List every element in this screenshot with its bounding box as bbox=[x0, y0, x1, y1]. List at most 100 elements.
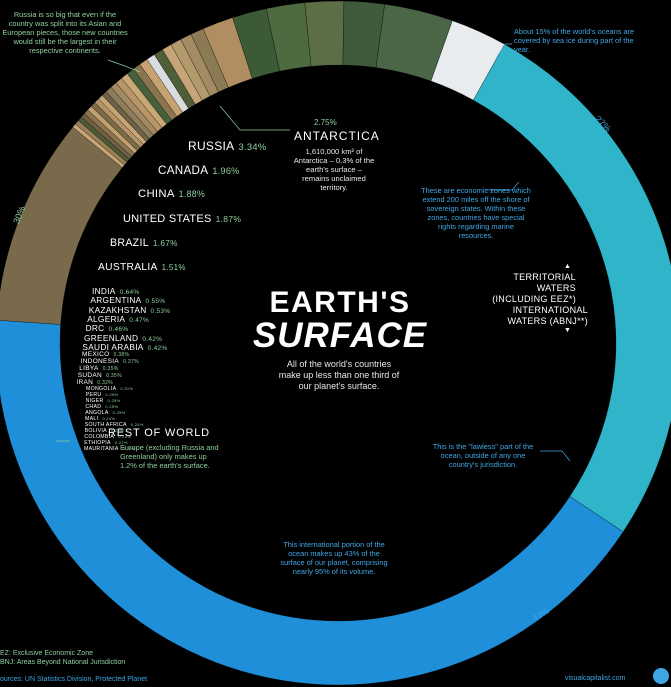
country-name: AUSTRALIA bbox=[98, 261, 158, 273]
country-label: AUSTRALIA 1.51% bbox=[98, 262, 186, 273]
country-pct: 0.38% bbox=[113, 352, 130, 359]
brand-link[interactable]: visualcapitalist.com bbox=[565, 675, 626, 682]
country-label: INDIA 0.64% bbox=[92, 286, 139, 296]
country-pct: 0.35% bbox=[106, 373, 122, 380]
antarctica-pct: 2.75% bbox=[314, 118, 337, 127]
country-label: CANADA 1.96% bbox=[158, 164, 240, 177]
country-label: UNITED STATES 1.87% bbox=[123, 213, 241, 225]
country-name: SOUTH AFRICA bbox=[84, 422, 127, 429]
chart-title: EARTH'S bbox=[269, 286, 411, 319]
footnote-sources: ources: UN Statistics Division, Protecte… bbox=[0, 676, 148, 683]
country-name: UNITED STATES bbox=[123, 212, 212, 225]
antarctica-note: 1,610,000 km² of Antarctica – 0.3% of th… bbox=[293, 147, 375, 192]
brand-logo-icon bbox=[653, 668, 669, 684]
country-pct: 0.22% bbox=[118, 434, 132, 440]
rest-note: Europe (excluding Russia and Greenland) … bbox=[120, 443, 219, 470]
country-pct: 0.35% bbox=[102, 366, 119, 373]
country-name: SUDAN bbox=[77, 372, 103, 380]
country-label: RUSSIA 3.34% bbox=[188, 139, 266, 153]
country-name: INDIA bbox=[92, 286, 116, 296]
country-name: CHINA bbox=[138, 188, 175, 200]
country-name: CANADA bbox=[158, 163, 209, 177]
country-name: IRAN bbox=[76, 379, 94, 387]
country-name: MONGOLIA bbox=[86, 386, 117, 393]
antarctica-label: ANTARCTICA bbox=[294, 129, 380, 143]
country-label: IRAN 0.32% bbox=[76, 379, 113, 386]
country-label: SAUDI ARABIA 0.42% bbox=[82, 342, 167, 352]
country-pct: 0.25% bbox=[105, 404, 119, 410]
slice-international-waters-abnj bbox=[0, 320, 624, 686]
country-label: GREENLAND 0.42% bbox=[84, 333, 162, 343]
country-name: MEXICO bbox=[82, 351, 110, 359]
country-name: CHAD bbox=[85, 404, 102, 411]
international-label: INTERNATIONAL WATERS (ABNJ**) bbox=[507, 305, 588, 326]
country-pct: 0.37% bbox=[123, 359, 139, 366]
country-pct: 0.25% bbox=[112, 410, 126, 416]
country-label: BOLIVIA 0.22% bbox=[85, 428, 124, 434]
country-label: NIGER 0.25% bbox=[86, 398, 121, 404]
eez-note: These are economic zones which extend 20… bbox=[421, 186, 531, 240]
country-pct: 0.22% bbox=[110, 428, 124, 434]
country-name: GREENLAND bbox=[84, 332, 139, 343]
intl-note: This international portion of the ocean … bbox=[280, 540, 388, 576]
leader-lawless bbox=[540, 450, 571, 462]
country-pct: 0.25% bbox=[105, 392, 119, 398]
country-pct: 1.51% bbox=[161, 262, 186, 272]
seaice-note: About 15% of the world's oceans are cove… bbox=[514, 27, 635, 54]
leader-russia bbox=[107, 59, 141, 73]
country-pct: 1.88% bbox=[178, 189, 206, 199]
country-label: MALI 0.24% bbox=[85, 416, 115, 422]
country-pct: 0.20% bbox=[122, 446, 136, 452]
country-name: PERU bbox=[85, 392, 102, 399]
country-name: ETHIOPIA bbox=[84, 440, 111, 447]
country-label: INDONESIA 0.37% bbox=[81, 358, 139, 365]
country-name: ARGENTINA bbox=[90, 295, 142, 306]
country-label: MONGOLIA 0.31% bbox=[86, 386, 133, 392]
country-pct: 1.96% bbox=[212, 165, 240, 176]
country-pct: 0.53% bbox=[150, 307, 171, 315]
country-name: MALI bbox=[85, 416, 99, 423]
country-label: ARGENTINA 0.55% bbox=[90, 295, 165, 305]
country-label: COLOMBIA 0.22% bbox=[84, 434, 131, 440]
country-label: SOUTH AFRICA 0.24% bbox=[85, 422, 144, 428]
country-pct: 0.32% bbox=[97, 380, 113, 387]
slice-china bbox=[304, 0, 345, 67]
country-label: DRC 0.46% bbox=[86, 323, 129, 333]
country-pct: 0.64% bbox=[119, 289, 140, 296]
country-label: MEXICO 0.38% bbox=[82, 351, 129, 358]
country-label: ANGOLA 0.25% bbox=[85, 410, 125, 416]
country-label: MAURITANIA 0.20% bbox=[84, 446, 136, 452]
territorial-arrow-icon: ▲ bbox=[564, 263, 571, 270]
lawless-note: This is the "lawless" part of the ocean,… bbox=[432, 442, 534, 469]
international-arrow-icon: ▼ bbox=[564, 327, 571, 334]
country-pct: 0.55% bbox=[145, 298, 166, 306]
country-name: INDONESIA bbox=[80, 358, 120, 366]
country-pct: 0.31% bbox=[120, 386, 134, 392]
country-label: CHINA 1.88% bbox=[138, 188, 205, 200]
slice-russia bbox=[375, 4, 453, 82]
country-pct: 0.24% bbox=[102, 416, 116, 422]
country-name: SAUDI ARABIA bbox=[82, 341, 144, 352]
country-pct: 0.22% bbox=[114, 440, 128, 446]
country-label: PERU 0.25% bbox=[86, 392, 119, 398]
country-name: COLOMBIA bbox=[84, 434, 115, 441]
leader-antarctica bbox=[219, 105, 290, 131]
country-name: NIGER bbox=[85, 398, 104, 405]
rest-label: REST OF WORLD bbox=[108, 427, 210, 439]
country-name: ANGOLA bbox=[85, 410, 109, 417]
country-label: KAZAKHSTAN 0.53% bbox=[89, 305, 171, 315]
country-pct: 1.67% bbox=[152, 239, 178, 248]
country-name: ALGERIA bbox=[87, 313, 126, 324]
country-name: DRC bbox=[85, 323, 105, 334]
leader-eez bbox=[485, 181, 520, 191]
leader-seaice bbox=[496, 43, 512, 58]
country-label: SUDAN 0.35% bbox=[78, 372, 122, 379]
country-pct: 0.46% bbox=[108, 326, 129, 334]
country-name: LIBYA bbox=[79, 365, 99, 373]
country-label: ALGERIA 0.47% bbox=[87, 314, 149, 324]
country-name: BOLIVIA bbox=[84, 428, 107, 435]
footnote-abnj: BNJ: Areas Beyond National Jurisdiction bbox=[0, 659, 126, 666]
country-name: BRAZIL bbox=[110, 237, 149, 249]
country-label: CHAD 0.25% bbox=[85, 404, 118, 410]
